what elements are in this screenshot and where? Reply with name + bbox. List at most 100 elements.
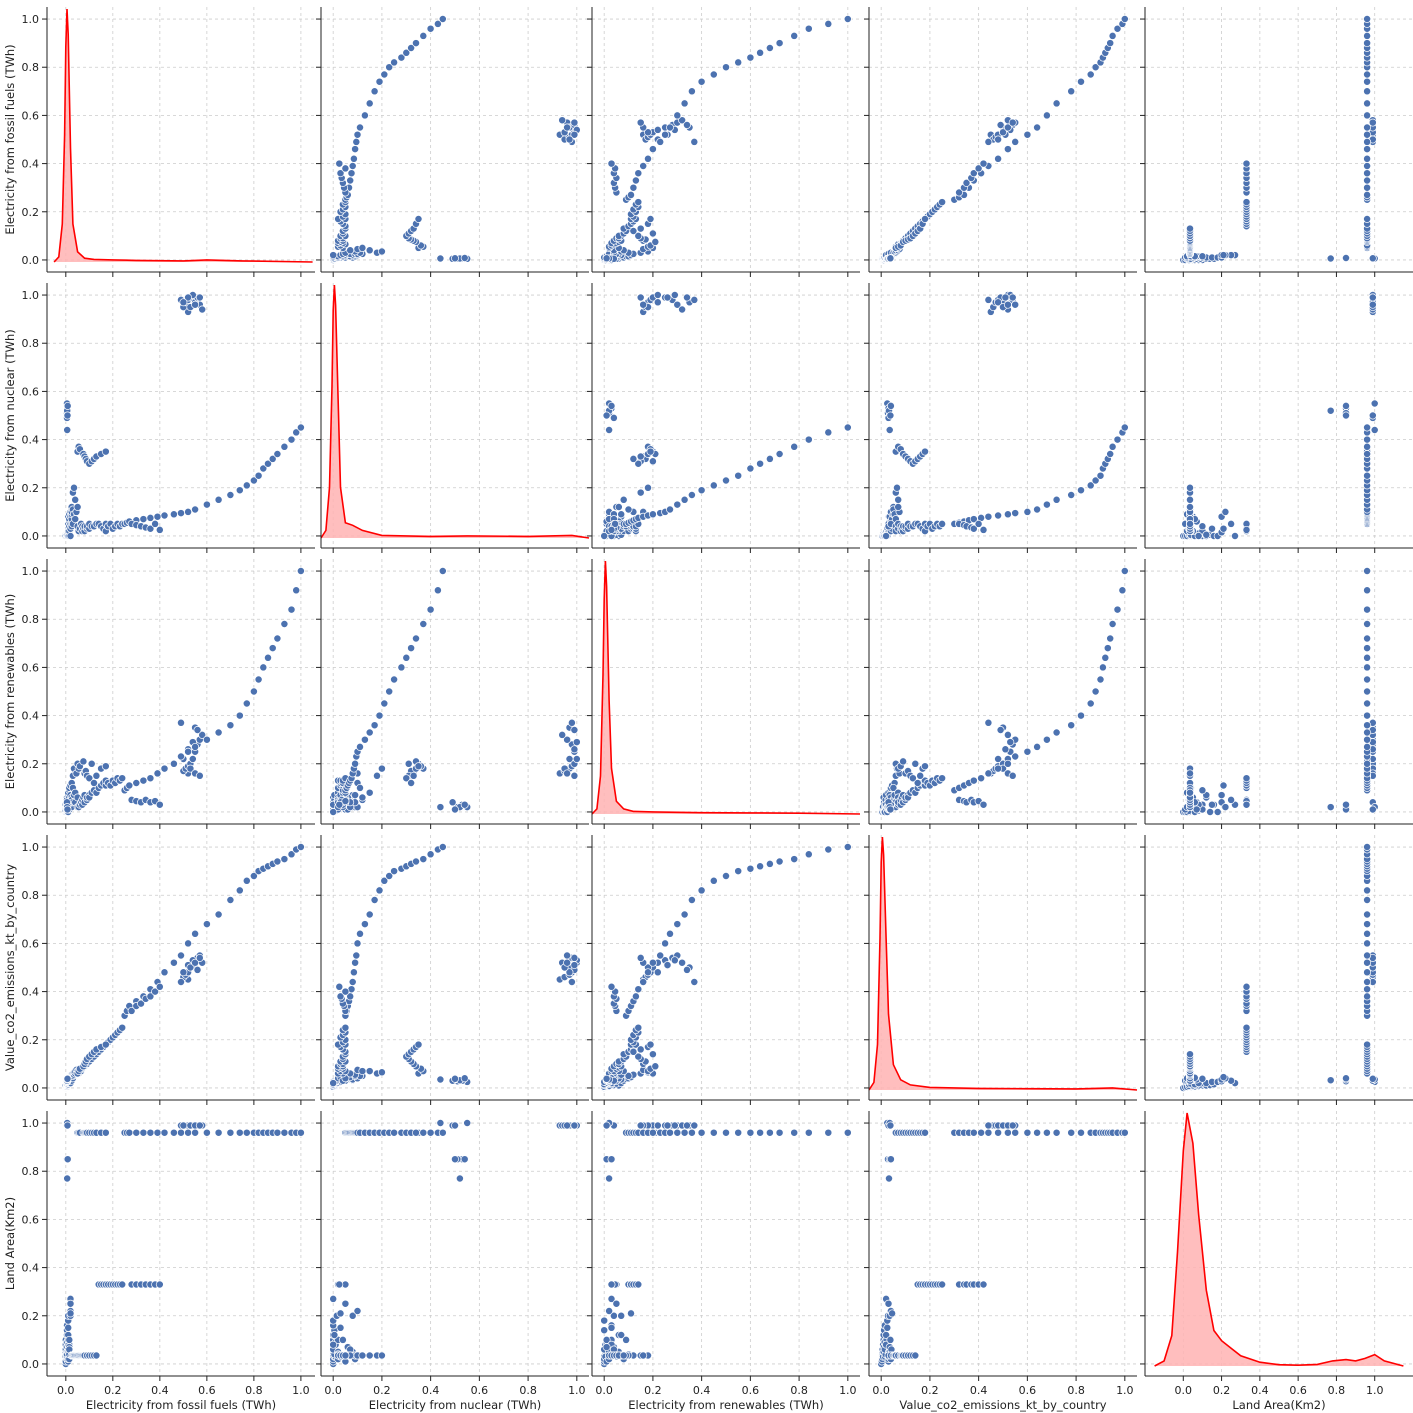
scatter-point [188,755,197,763]
scatter-point [1242,1023,1251,1032]
scatter-point [273,450,282,458]
scatter-point [280,855,289,864]
scatter-point [242,481,251,490]
scatter-point [346,176,355,185]
scatter-point [1001,293,1010,302]
y-tick-label: 0.2 [22,206,40,219]
scatter-point [1242,525,1251,534]
scatter-point [198,730,207,739]
scatter-point [644,128,652,137]
scatter-point [1363,567,1372,575]
scatter-point [636,224,645,233]
scatter-point [804,850,813,859]
scatter-point [666,929,674,938]
scatter-point [101,1040,110,1049]
y-tick-label: 1.0 [22,1117,40,1130]
scatter-point [125,1128,134,1137]
scatter-point [570,118,579,127]
scatter-point [385,63,394,72]
scatter-point [191,929,200,938]
scatter-point [1363,687,1372,696]
scatter-point [365,1067,374,1076]
scatter-point [663,1121,672,1130]
scatter-point [1363,176,1372,185]
scatter-point [1042,500,1051,509]
scatter-point [198,305,207,314]
scatter-point [351,791,360,800]
scatter-point [886,254,895,263]
scatter-point [644,154,652,163]
scatter-point [687,87,696,96]
scatter-point [191,505,200,514]
scatter-point [607,159,616,168]
kde-fill [1154,1113,1404,1366]
scatter-point [184,507,193,516]
scatter-point [979,1280,988,1289]
scatter-point [697,886,706,895]
scatter-point [1186,769,1194,778]
scatter-point [360,111,369,120]
scatter-point [680,99,689,108]
scatter-point [1086,70,1095,79]
scatter-point [634,1280,643,1289]
scatter-point [974,519,983,528]
scatter-point [380,699,389,708]
scatter-point [365,728,374,737]
scatter-point [242,1128,251,1137]
scatter-point [341,797,350,806]
scatter-point [125,781,134,790]
scatter-point [648,510,657,519]
scatter-point [722,63,730,72]
scatter-point [296,567,305,575]
scatter-point [984,718,993,727]
kde-line [320,284,590,539]
scatter-point [259,663,268,672]
scatter-point [433,586,442,595]
scatter-point [155,1280,164,1289]
scatter-point [397,53,406,62]
scatter-point [202,920,211,929]
scatter-point [746,464,755,473]
scatter-point [1219,524,1228,533]
scatter-point [1326,803,1335,812]
x-tick-label: 0.8 [1328,1384,1346,1397]
scatter-point [341,1023,350,1032]
scatter-point [65,1335,74,1344]
scatter-point [984,1128,993,1137]
y-axis-label: Value_co2_emissions_kt_by_country [3,864,17,1071]
scatter-point [1023,130,1032,139]
scatter-point [996,726,1005,734]
y-tick-label: 0.0 [22,1358,40,1371]
scatter-point [1067,1128,1076,1137]
scatter-point [974,164,983,173]
subplot-r0-c4 [1140,7,1413,277]
scatter-point [273,634,282,643]
scatter-point [1368,1074,1377,1083]
scatter-point [680,910,689,919]
y-tick-label: 0.2 [22,482,40,495]
scatter-point [407,44,416,52]
scatter-point [634,985,643,994]
scatter-point [893,483,901,492]
scatter-point [1363,215,1372,223]
y-tick-label: 0.8 [22,61,40,74]
scatter-point [1033,505,1042,514]
scatter-point [602,254,611,263]
y-tick-label: 0.8 [22,889,40,902]
scatter-point [436,1075,445,1084]
scatter-point [1363,978,1372,986]
scatter-point [911,1351,920,1360]
scatter-point [419,1128,428,1137]
scatter-point [824,1128,833,1137]
scatter-point [1363,886,1372,895]
scatter-point [666,123,674,132]
scatter-point [377,1351,386,1360]
scatter-point [365,910,374,919]
scatter-point [202,500,211,509]
scatter-point [680,1128,689,1137]
scatter-point [460,254,469,262]
scatter-point [419,620,428,628]
scatter-point [563,958,572,967]
scatter-point [1186,788,1194,797]
subplot-r3-c0: 0.0 0.2 0.4 0.6 0.8 1.0 [22,835,315,1105]
